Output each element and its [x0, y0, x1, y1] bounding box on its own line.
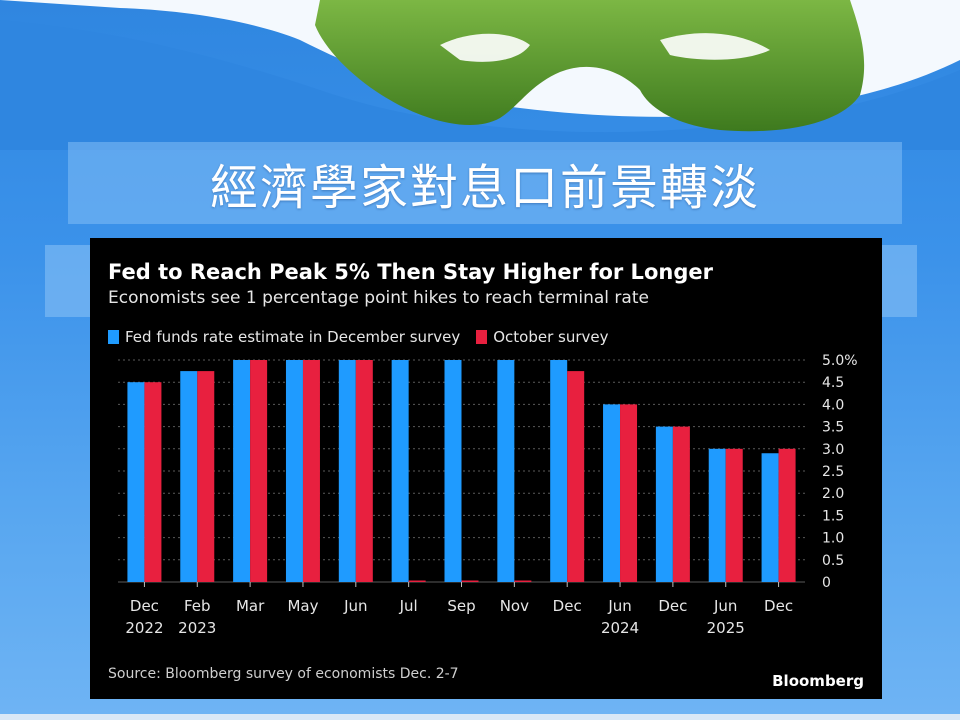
- x-tick-year-label: 2023: [178, 619, 216, 637]
- bar-october: [250, 360, 268, 582]
- bar-december: [285, 360, 303, 582]
- bar-october: [355, 360, 373, 582]
- bar-december: [761, 453, 779, 582]
- y-tick-label: 5.0%: [822, 353, 858, 369]
- x-tick-label: Jun: [343, 597, 367, 615]
- chart-subtitle: Economists see 1 percentage point hikes …: [108, 288, 649, 308]
- legend-item-december: Fed funds rate estimate in December surv…: [108, 328, 460, 346]
- x-tick-label: Jun: [713, 597, 737, 615]
- legend-swatch-december: [108, 330, 119, 344]
- y-tick-label: 1.5: [822, 508, 844, 524]
- headline-band: [68, 142, 902, 224]
- bloomberg-logo: Bloomberg: [772, 672, 864, 690]
- x-tick-label: Jun: [607, 597, 631, 615]
- x-tick-year-label: 2025: [707, 619, 745, 637]
- bar-chart-plot: 0 0.5 1.0 1.5 2.0 2.5 3.0 3.5 4.0 4.5 5.0% Dec 2022 F…: [118, 353, 858, 637]
- legend-label-december: Fed funds rate estimate in December surv…: [125, 328, 461, 346]
- x-tick-label: Sep: [447, 597, 475, 615]
- legend-swatch-october: [476, 330, 488, 344]
- chart-source: Source: Bloomberg survey of economists D…: [108, 666, 459, 682]
- bar-october: [197, 371, 215, 582]
- x-tick-label: Mar: [236, 597, 265, 615]
- x-tick-label: Jul: [399, 597, 418, 615]
- y-tick-label: 1.0: [822, 531, 844, 547]
- bar-october: [778, 448, 796, 582]
- bar-december: [180, 371, 198, 582]
- x-tick-label: Dec: [764, 597, 793, 615]
- bar-october: [461, 580, 479, 582]
- bar-october: [144, 382, 162, 582]
- bar-december: [391, 360, 409, 582]
- bar-december: [497, 360, 515, 582]
- x-tick-label: May: [287, 597, 318, 615]
- bar-december: [444, 360, 462, 582]
- y-tick-label: 0.5: [822, 553, 844, 569]
- bar-december: [338, 360, 356, 582]
- bar-december: [127, 382, 145, 582]
- x-tick-label: Dec: [130, 597, 159, 615]
- bar-october: [567, 371, 585, 582]
- bottom-strip: [0, 714, 960, 720]
- y-tick-label: 2.5: [822, 464, 844, 480]
- bar-december: [603, 404, 621, 582]
- bar-december: [655, 426, 673, 582]
- bar-december: [233, 360, 251, 582]
- bar-december: [550, 360, 568, 582]
- bar-december: [708, 448, 726, 582]
- x-tick-year-label: 2022: [125, 619, 163, 637]
- grass-decoration: [0, 0, 960, 150]
- bar-october: [408, 580, 426, 582]
- chart-legend: Fed funds rate estimate in December surv…: [108, 328, 624, 346]
- y-tick-label: 4.0: [822, 397, 844, 413]
- chart-title: Fed to Reach Peak 5% Then Stay Higher fo…: [108, 260, 713, 284]
- x-tick-label: Dec: [553, 597, 582, 615]
- legend-label-october: October survey: [493, 328, 609, 346]
- y-tick-label: 0: [822, 575, 831, 591]
- y-tick-label: 3.0: [822, 442, 844, 458]
- y-tick-label: 2.0: [822, 486, 844, 502]
- x-tick-label: Dec: [658, 597, 687, 615]
- bar-october: [620, 404, 638, 582]
- x-tick-year-label: 2024: [601, 619, 639, 637]
- bar-october: [725, 448, 743, 582]
- bar-october: [514, 580, 532, 582]
- x-tick-label: Nov: [500, 597, 529, 615]
- grass-logo-graphic: [0, 0, 960, 150]
- y-tick-label: 3.5: [822, 420, 844, 436]
- bar-october: [672, 426, 690, 582]
- slide-headline: 經濟學家對息口前景轉淡: [209, 160, 760, 216]
- y-tick-label: 4.5: [822, 375, 844, 391]
- x-tick-label: Feb: [184, 597, 211, 615]
- chart-panel: Fed to Reach Peak 5% Then Stay Higher fo…: [90, 238, 882, 699]
- legend-item-october: October survey: [476, 328, 608, 346]
- bar-october: [302, 360, 320, 582]
